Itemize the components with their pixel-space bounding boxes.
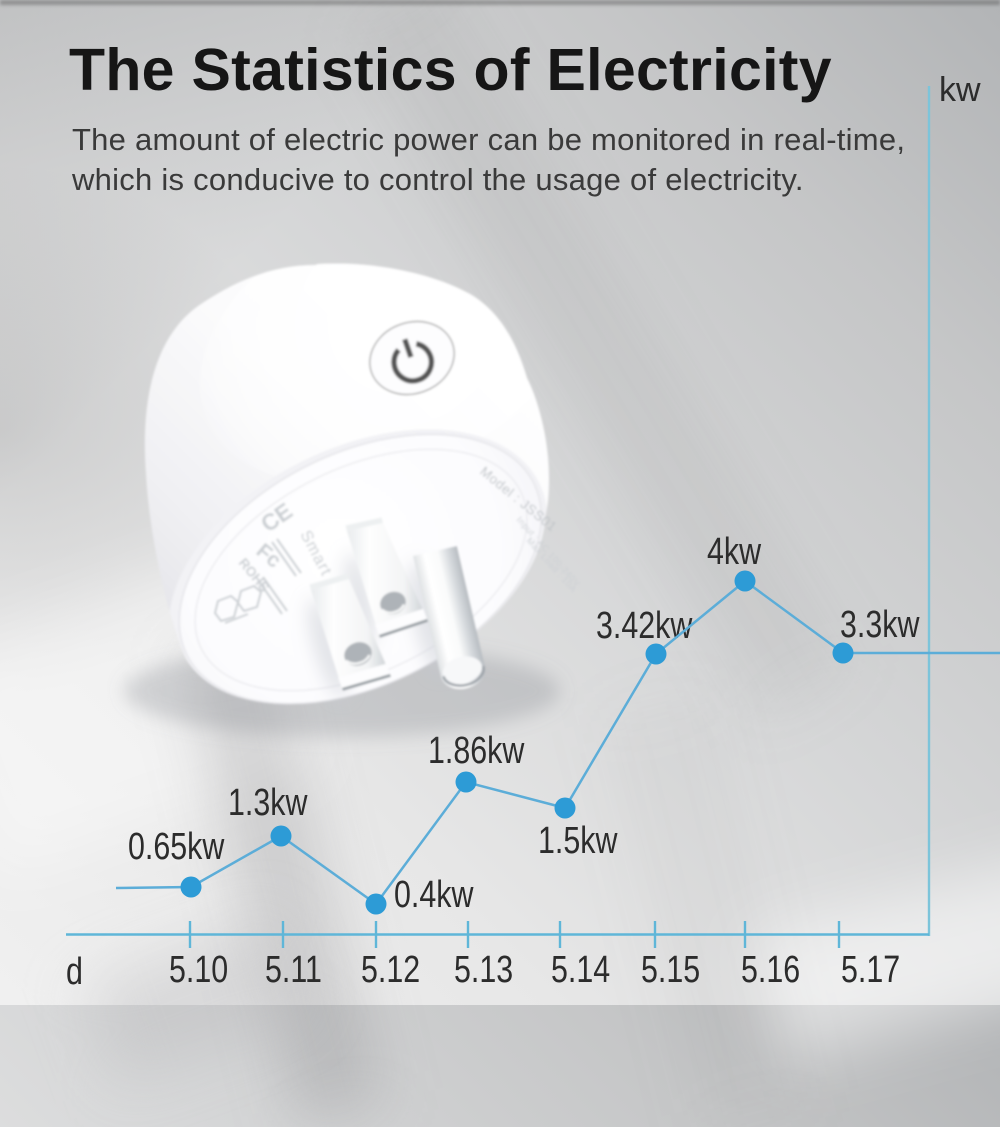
svg-text:Max Load : 10A: Max Load : 10A <box>525 536 579 595</box>
